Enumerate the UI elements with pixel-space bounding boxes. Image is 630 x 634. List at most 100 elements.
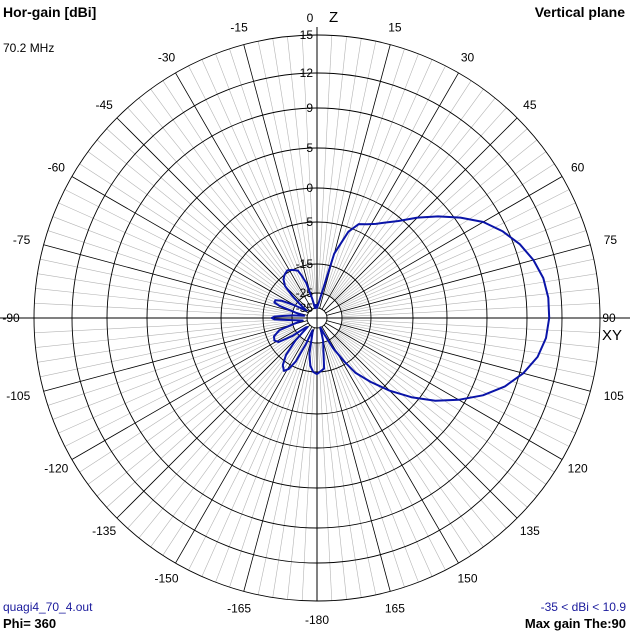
minor-spoke (337, 163, 555, 305)
angle-label: -180 (305, 613, 329, 627)
angle-label: -75 (13, 233, 31, 247)
gain-ring (106, 107, 528, 529)
minor-spoke (341, 319, 600, 334)
polar-grid (0, 27, 630, 602)
minor-spoke (52, 326, 294, 420)
minor-spoke (319, 342, 347, 600)
minor-spoke (150, 338, 303, 548)
minor-spoke (229, 48, 310, 295)
angle-label: 150 (457, 572, 477, 586)
angle-label: -120 (44, 462, 68, 476)
minor-spoke (257, 342, 313, 595)
major-spoke (175, 72, 313, 310)
minor-spoke (34, 319, 293, 334)
minor-spoke (324, 48, 405, 295)
major-spoke (243, 44, 315, 309)
minor-spoke (337, 331, 555, 473)
minor-spoke (40, 322, 293, 378)
minor-spoke (339, 327, 576, 434)
minor-spoke (138, 97, 302, 299)
minor-spoke (64, 189, 295, 307)
minor-spoke (318, 342, 333, 601)
major-spoke (43, 244, 308, 316)
gain-ring (220, 221, 414, 415)
minor-spoke (47, 325, 294, 406)
minor-spoke (37, 321, 293, 363)
minor-spoke (257, 41, 313, 294)
angle-label: 105 (604, 389, 624, 403)
minor-spoke (341, 288, 599, 316)
minor-spoke (301, 35, 316, 294)
angle-label: -135 (92, 524, 116, 538)
filename-label: quagi4_70_4.out (3, 600, 93, 614)
minor-spoke (339, 189, 570, 307)
minor-spoke (188, 65, 306, 296)
radial-tick-label: 0 (306, 181, 313, 195)
minor-spoke (79, 163, 297, 305)
major-spoke (116, 117, 311, 312)
angle-label: -15 (230, 20, 248, 34)
minor-spoke (341, 273, 597, 315)
minor-spoke (96, 333, 298, 497)
minor-spoke (330, 338, 472, 556)
radial-tick-label: 5 (306, 141, 313, 155)
minor-spoke (320, 342, 362, 598)
gain-ring (146, 147, 488, 489)
major-spoke (71, 322, 309, 460)
gain-ring (71, 72, 563, 564)
minor-spoke (272, 342, 314, 598)
minor-spoke (341, 302, 600, 317)
major-spoke (325, 322, 563, 460)
minor-spoke (201, 340, 308, 577)
minor-spoke (341, 321, 597, 363)
minor-spoke (330, 80, 472, 298)
minor-spoke (79, 331, 297, 473)
minor-spoke (339, 329, 570, 447)
major-spoke (325, 176, 563, 314)
angle-label: -150 (154, 572, 178, 586)
minor-spoke (64, 329, 295, 447)
minor-spoke (318, 35, 333, 294)
major-spoke (323, 324, 518, 519)
minor-spoke (336, 139, 538, 303)
minor-spoke (333, 107, 507, 300)
minor-spoke (333, 336, 507, 529)
angle-tick-labels: 0153045607590105120135150165-180-15-30-4… (2, 11, 624, 627)
minor-spoke (331, 88, 484, 298)
radial-tick-label: -5 (302, 215, 313, 229)
major-spoke (116, 324, 311, 519)
major-spoke (319, 327, 391, 592)
minor-spoke (35, 320, 293, 348)
angle-label: 60 (571, 161, 585, 175)
minor-spoke (341, 258, 594, 314)
minor-spoke (47, 230, 294, 311)
minor-spoke (287, 36, 315, 294)
minor-spoke (162, 338, 304, 556)
radial-tick-label: -15 (296, 257, 314, 271)
minor-spoke (335, 334, 528, 508)
angle-label: 165 (385, 602, 405, 616)
frequency-label: 70.2 MHz (3, 41, 55, 55)
minor-spoke (34, 302, 293, 317)
phi-label: Phi= 360 (3, 616, 57, 631)
minor-spoke (35, 288, 293, 316)
minor-spoke (319, 36, 347, 294)
major-spoke (326, 244, 591, 316)
minor-spoke (340, 326, 582, 420)
gain-range-label: -35 < dBi < 10.9 (540, 600, 626, 614)
minor-spoke (188, 340, 306, 571)
minor-spoke (340, 230, 587, 311)
minor-spoke (162, 80, 304, 298)
radial-tick-label: 12 (300, 66, 314, 80)
minor-spoke (337, 332, 547, 485)
minor-spoke (320, 38, 362, 294)
major-spoke (321, 72, 459, 310)
minor-spoke (325, 53, 419, 295)
angle-label: -60 (48, 161, 66, 175)
angle-label: 0 (307, 11, 314, 25)
minor-spoke (138, 337, 302, 539)
major-spoke (326, 320, 591, 392)
minor-spoke (341, 322, 594, 378)
minor-spoke (215, 53, 309, 295)
